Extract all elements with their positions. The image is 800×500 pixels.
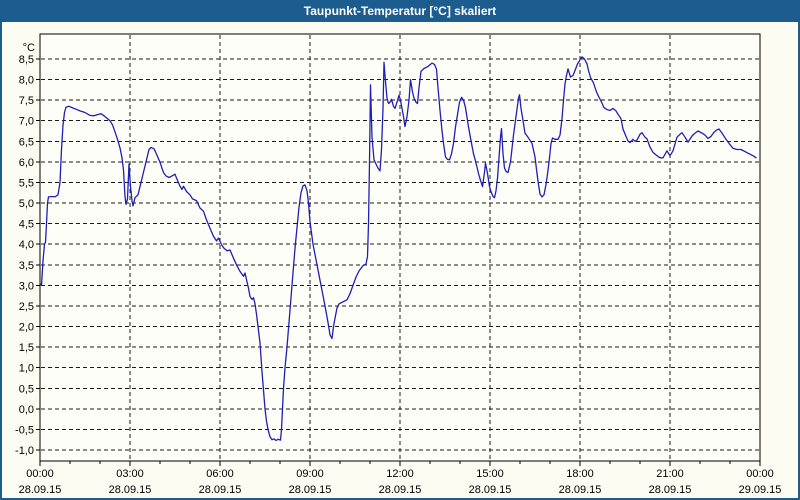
y-tick-label: 7,0 <box>19 116 34 128</box>
y-tick-label: -0,5 <box>15 424 34 436</box>
x-tick-label-time: 18:00 <box>566 468 594 480</box>
x-tick-label-date: 28.09.15 <box>379 484 422 496</box>
y-tick-label: 1,5 <box>19 342 34 354</box>
y-tick-label: 1,0 <box>19 363 34 375</box>
y-tick-label: 2,5 <box>19 301 34 313</box>
window-frame-bottom <box>0 498 800 500</box>
series-line <box>39 56 757 442</box>
y-tick-label: 6,5 <box>19 136 34 148</box>
window-frame-left <box>0 0 2 500</box>
y-tick-label: 8,5 <box>19 54 34 66</box>
y-tick-label: -1,0 <box>15 445 34 457</box>
x-tick-label-date: 28.09.15 <box>469 484 512 496</box>
y-tick-label: 7,5 <box>19 95 34 107</box>
y-tick-label: 0,0 <box>19 404 34 416</box>
y-tick-label: 4,0 <box>19 239 34 251</box>
chart-plot-area: 8,5 8,0 7,5 7,0 6,5 6,0 5,5 5,0 4,5 4,0 3,5 3,0 2,5 2… <box>15 33 782 496</box>
y-tick-label: 4,5 <box>19 219 34 231</box>
x-tick-label-time: 06:00 <box>206 468 234 480</box>
x-tick-label-date: 29.09.15 <box>739 484 782 496</box>
y-tick-label: 2,0 <box>19 322 34 334</box>
x-tick-label-time: 15:00 <box>476 468 504 480</box>
x-tick-label-date: 28.09.15 <box>559 484 602 496</box>
y-tick-label: 5,0 <box>19 198 34 210</box>
x-tick-label-time: 03:00 <box>116 468 144 480</box>
y-tick-label: 3,5 <box>19 260 34 272</box>
y-tick-label: 0,5 <box>19 383 34 395</box>
y-tick-label: 6,0 <box>19 157 34 169</box>
x-tick-label-time: 09:00 <box>296 468 324 480</box>
x-tick-label-date: 28.09.15 <box>289 484 332 496</box>
x-tick-label-date: 28.09.15 <box>109 484 152 496</box>
title-bar: Taupunkt-Temperatur [°C] skaliert <box>0 0 800 22</box>
y-tick-label: 8,0 <box>19 75 34 87</box>
window-frame-right <box>798 0 800 500</box>
y-tick-label: 3,0 <box>19 280 34 292</box>
x-tick-label-time: 12:00 <box>386 468 414 480</box>
y-axis-unit-label: °C <box>23 42 35 54</box>
x-tick-label-time: 00:00 <box>746 468 774 480</box>
window-title: Taupunkt-Temperatur [°C] skaliert <box>303 4 497 18</box>
x-tick-label-date: 28.09.15 <box>649 484 692 496</box>
x-tick-label-time: 00:00 <box>26 468 54 480</box>
x-tick-label-date: 28.09.15 <box>19 484 62 496</box>
x-tick-label-time: 21:00 <box>656 468 684 480</box>
y-tick-label: 5,5 <box>19 177 34 189</box>
x-tick-label-date: 28.09.15 <box>199 484 242 496</box>
